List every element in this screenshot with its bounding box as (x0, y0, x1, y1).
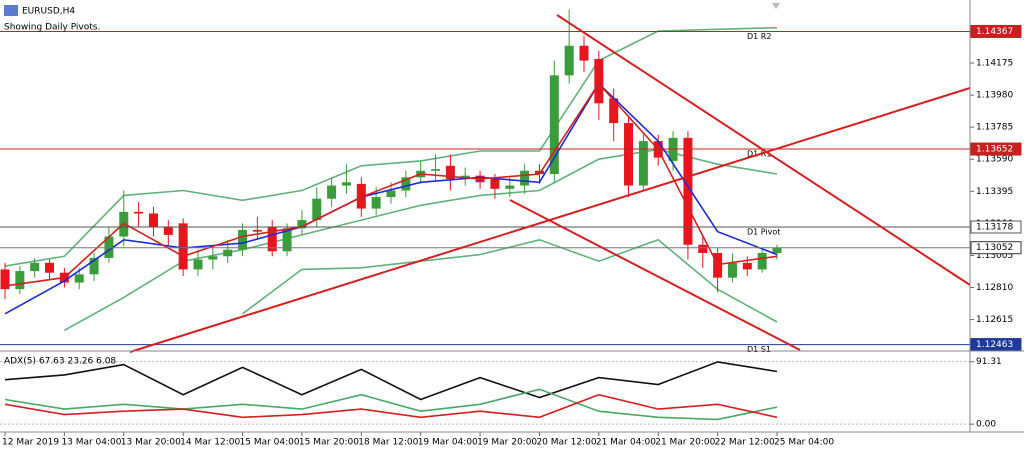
x-tick-label: 13 Mar 20:00 (121, 438, 181, 448)
candle-body (89, 257, 99, 275)
candle-body (15, 271, 25, 290)
candle-body (490, 178, 500, 189)
candle-body (713, 252, 723, 278)
candle-body (431, 169, 441, 171)
candle-body (727, 262, 737, 278)
pivot-label: D1 Pivot (747, 227, 780, 236)
x-tick-label: 12 Mar 2019 (2, 438, 59, 448)
x-tick-label: 19 Mar 20:00 (477, 438, 537, 448)
x-tick-label: 13 Mar 04:00 (61, 438, 121, 448)
chart-subtitle: Showing Daily Pivots. (4, 23, 100, 33)
x-tick-label: 21 Mar 04:00 (596, 438, 656, 448)
candle-body (386, 190, 396, 198)
y-tick-label: 0.00 (976, 420, 996, 430)
bollinger-band (242, 238, 778, 323)
y-tick-label: 1.13785 (976, 123, 1013, 133)
candle-body (148, 213, 158, 227)
candle-body (327, 185, 337, 199)
candle-body (356, 183, 366, 209)
candle-body (564, 45, 574, 76)
candle-body (223, 249, 233, 257)
indicator-title: ADX(5) 67.63 23.26 6.08 (4, 357, 116, 367)
candle-body (742, 262, 752, 270)
price-box (970, 241, 1022, 255)
x-tick-label: 14 Mar 12:00 (180, 438, 240, 448)
candle-body (178, 223, 188, 270)
candle-body (594, 58, 604, 104)
y-tick-label: 1.12615 (976, 315, 1013, 325)
candle-body (134, 211, 144, 214)
candle-body (772, 248, 782, 253)
moving-average (4, 82, 778, 315)
candle-body (312, 198, 322, 221)
symbol-icon (4, 5, 18, 16)
candle-body (534, 170, 544, 175)
candle-body (445, 165, 455, 179)
x-tick-label: 15 Mar 20:00 (299, 438, 359, 448)
x-tick-label: 15 Mar 04:00 (240, 438, 300, 448)
candle-body (163, 226, 173, 235)
x-tick-label: 25 Mar 04:00 (774, 438, 834, 448)
candle-body (341, 182, 351, 186)
pivot-label: D1 R2 (747, 32, 771, 41)
x-tick-label: 19 Mar 04:00 (418, 438, 478, 448)
price-box-label: 1.12463 (976, 340, 1013, 350)
candle-body (698, 244, 708, 253)
price-box-label: 1.14367 (976, 27, 1013, 37)
x-tick-label: 22 Mar 12:00 (715, 438, 775, 448)
price-box-label: 1.13052 (976, 243, 1013, 253)
price-box (970, 24, 1022, 38)
y-tick-label: 1.13395 (976, 187, 1013, 197)
candle-body (371, 197, 381, 209)
candle-body (74, 274, 84, 283)
candle-body (624, 123, 634, 186)
candle-body (549, 75, 559, 175)
candle-body (638, 141, 648, 186)
shift-marker (772, 3, 780, 9)
candle-body (757, 252, 767, 270)
candle-body (193, 259, 203, 270)
trend-line (509, 199, 801, 351)
candle-body (520, 170, 530, 186)
y-tick-label: 1.13980 (976, 91, 1013, 101)
y-tick-label: 1.12810 (976, 283, 1013, 293)
candle-body (282, 228, 292, 252)
candle-body (252, 229, 262, 232)
pivot-label: D1 S1 (747, 345, 771, 354)
price-box-label: 1.13652 (976, 145, 1013, 155)
candle-body (267, 226, 277, 252)
candle-body (579, 45, 589, 61)
price-box (970, 220, 1022, 234)
y-tick-label: 1.13005 (976, 251, 1013, 261)
moving-average (4, 82, 778, 287)
trend-lines (129, 14, 971, 353)
y-tick-label: 1.13590 (976, 155, 1013, 165)
trend-line (556, 14, 971, 286)
x-tick-label: 18 Mar 12:00 (358, 438, 418, 448)
adx-line (4, 361, 778, 401)
bollinger-band (4, 26, 778, 267)
candle-body (297, 220, 307, 229)
x-tick-label: 21 Mar 20:00 (655, 438, 715, 448)
price-box (970, 142, 1022, 156)
candle-body (208, 256, 218, 260)
candle-body (30, 262, 40, 272)
candle-body (45, 262, 55, 273)
adx-line (4, 393, 778, 419)
price-box-label: 1.13178 (976, 222, 1013, 232)
candle-body (0, 269, 10, 290)
y-tick-label: 1.14175 (976, 59, 1013, 69)
y-tick-label: 91.31 (976, 357, 1002, 367)
candle-body (505, 185, 515, 189)
candle-body (683, 137, 693, 245)
candle-body (609, 98, 619, 124)
candle-body (401, 177, 411, 191)
chart-title: EURUSD,H4 (22, 7, 75, 17)
adx-line (4, 388, 778, 421)
x-tick-label: 20 Mar 12:00 (536, 438, 596, 448)
candle-body (238, 229, 248, 250)
